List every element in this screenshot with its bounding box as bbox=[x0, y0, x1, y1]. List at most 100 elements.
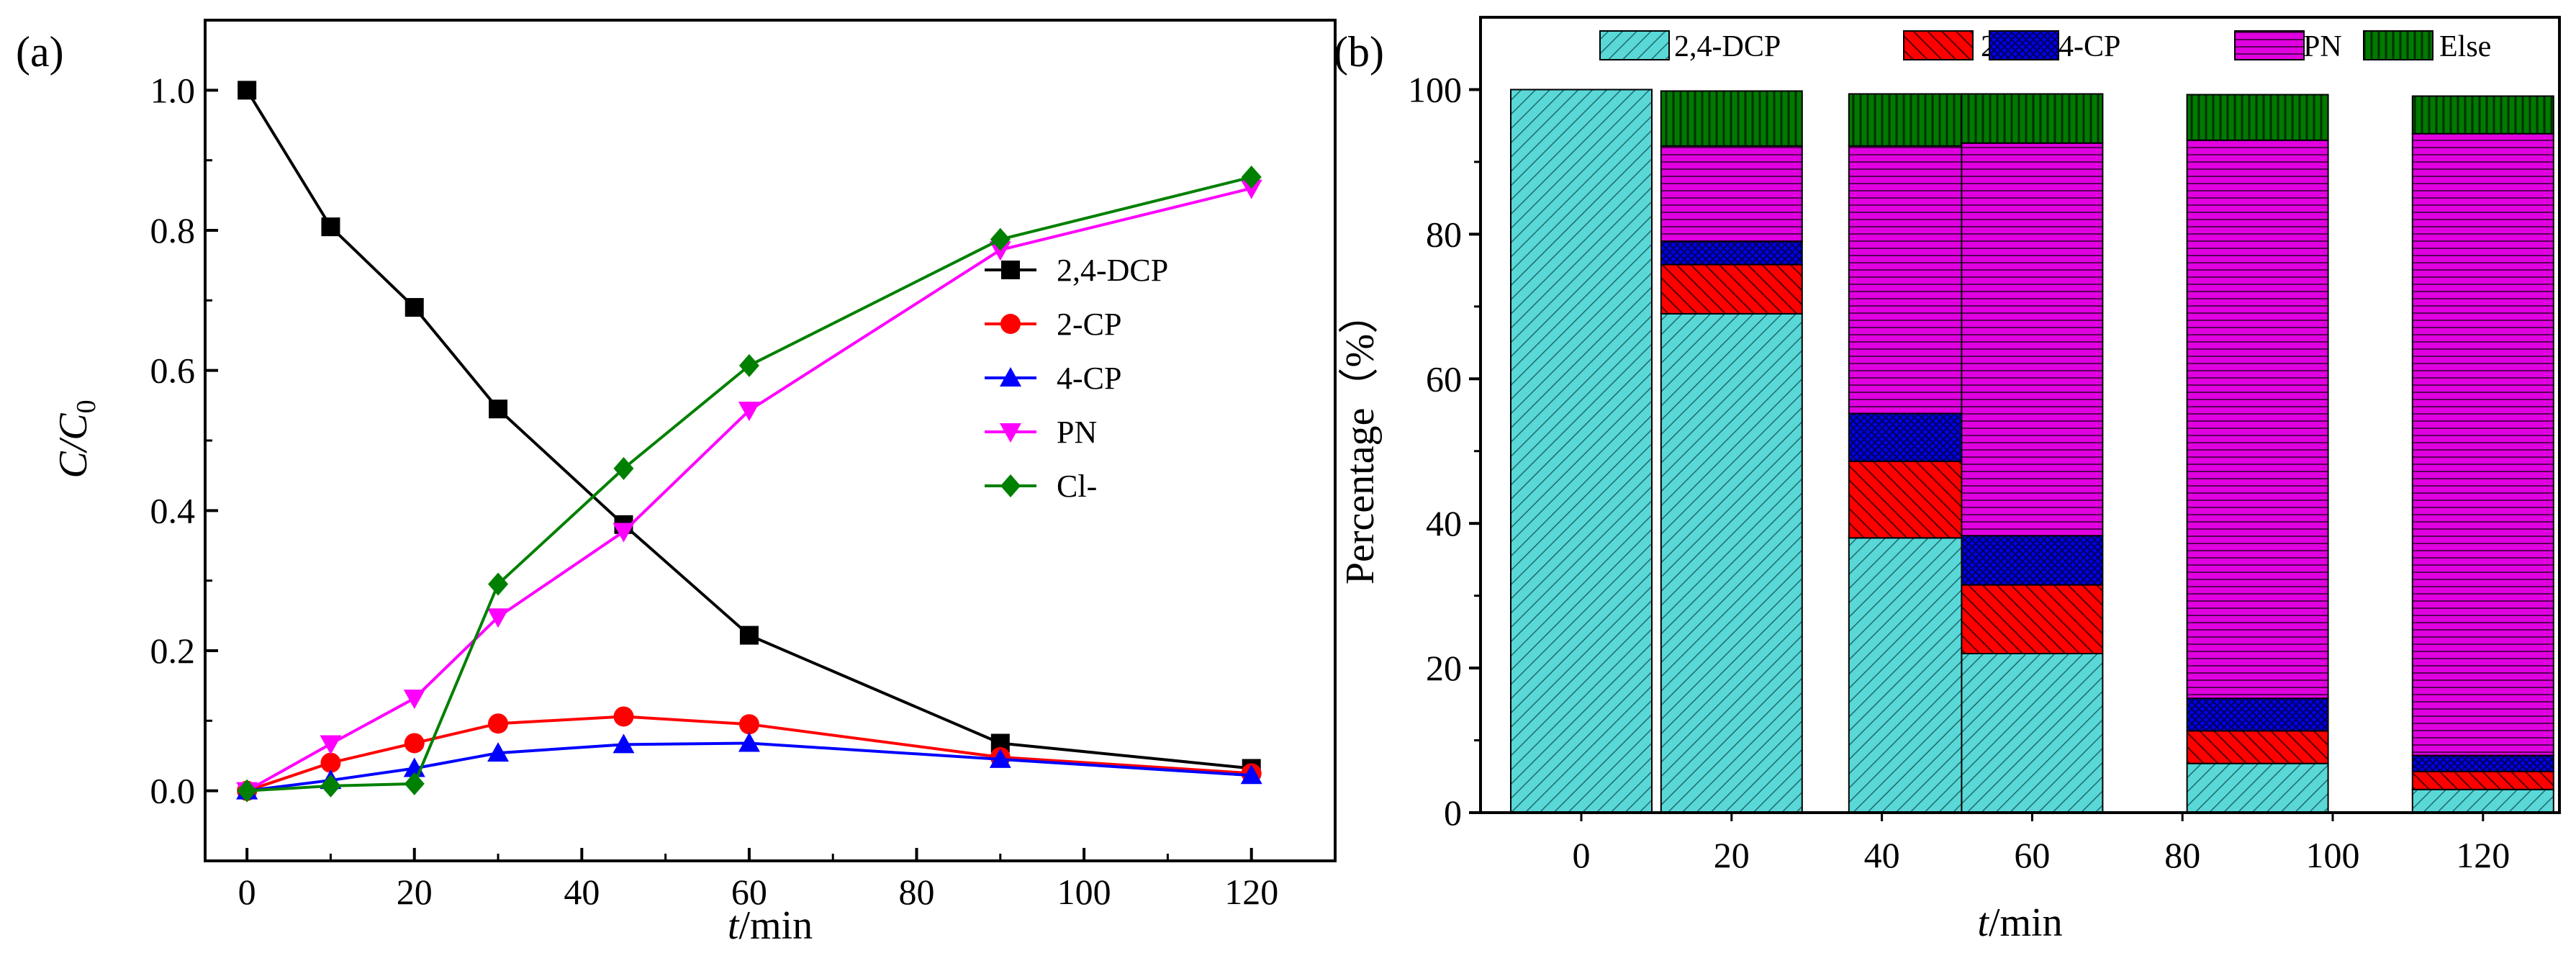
series-line-a bbox=[246, 741, 1252, 792]
bar-stack-b bbox=[1660, 90, 1803, 813]
data-point-a bbox=[487, 608, 510, 628]
x-tick-label-a: 40 bbox=[564, 872, 600, 912]
legend-label-b: PN bbox=[2303, 30, 2342, 63]
bar-segment-2,4-DCP bbox=[1961, 653, 2104, 813]
series-a-2,4-DCP bbox=[238, 81, 1261, 778]
x-tick-label-b: 40 bbox=[1864, 835, 1900, 875]
data-point-a bbox=[238, 81, 257, 100]
x-tick-label-a: 60 bbox=[731, 872, 767, 912]
series-line-a bbox=[245, 89, 1252, 770]
bar-segment-2-CP bbox=[2411, 770, 2554, 790]
data-point-a bbox=[487, 742, 510, 762]
data-point-a bbox=[613, 706, 634, 727]
y-tick-label-b: 60 bbox=[1426, 358, 1462, 399]
bar-segment-PN bbox=[1660, 145, 1803, 243]
bar-segment-PN bbox=[2411, 132, 2554, 756]
x-axis-title-b-rest: /min bbox=[1989, 900, 2063, 945]
bar-segment-2,4-DCP bbox=[1660, 312, 1803, 813]
data-point-a bbox=[990, 227, 1011, 251]
y-tick-label-a: 1.0 bbox=[150, 70, 196, 110]
y-tick-label-b: 100 bbox=[1408, 69, 1462, 109]
legend-swatch-b bbox=[2363, 30, 2433, 60]
x-tick-label-a: 80 bbox=[899, 872, 935, 912]
data-point-a bbox=[1240, 764, 1262, 785]
data-point-a bbox=[404, 772, 425, 795]
data-point-a bbox=[404, 733, 425, 754]
data-point-a bbox=[738, 402, 760, 422]
series-line-a bbox=[247, 176, 1252, 792]
y-axis-title-b: Percentage（%） bbox=[1338, 294, 1383, 584]
x-tick-label-b: 60 bbox=[2014, 835, 2050, 875]
legend-label-a: 2,4-DCP bbox=[1057, 253, 1168, 288]
data-point-a bbox=[320, 735, 342, 755]
chart-a: 0 20 40 60 80 100 120 0.0 0.2 0.4 0.6 0.8 1.0 t/min C/… bbox=[16, 19, 1337, 948]
legend-swatch-b bbox=[1599, 30, 1670, 60]
bar-segment-2,4-DCP bbox=[2411, 788, 2554, 813]
legend-marker-a bbox=[1000, 367, 1021, 387]
legend-swatch-b bbox=[1903, 30, 1974, 60]
legend-label-a: PN bbox=[1057, 415, 1097, 450]
bar-segment-PN bbox=[2186, 139, 2329, 700]
x-tick-label-b: 80 bbox=[2164, 835, 2200, 875]
panel-label-a: (a) bbox=[16, 28, 64, 76]
data-point-a bbox=[405, 298, 424, 317]
data-point-a bbox=[1240, 179, 1262, 199]
x-tick-label-b: 0 bbox=[1573, 835, 1591, 875]
x-tick-label-a: 0 bbox=[238, 872, 256, 912]
bar-segment-2-CP bbox=[1660, 263, 1803, 315]
y-tick-label-a: 0.8 bbox=[150, 210, 196, 250]
data-point-a bbox=[489, 399, 508, 419]
legend-label-b: 2,4-DCP bbox=[1674, 30, 1781, 63]
data-point-a bbox=[989, 241, 1011, 261]
data-point-a bbox=[989, 748, 1011, 768]
bar-segment-2,4-DCP bbox=[1510, 89, 1653, 814]
y-axis-title-a-italic: C/C bbox=[51, 413, 96, 479]
bar-stack-b bbox=[1961, 93, 2104, 813]
y-tick-label-a: 0.6 bbox=[150, 351, 196, 391]
legend-swatch-b bbox=[2234, 30, 2305, 60]
data-point-a bbox=[613, 523, 635, 543]
plot-frame-b bbox=[1479, 16, 2561, 814]
legend-a: 2,4-DCP 2-CP 4-CP PN Cl- bbox=[985, 253, 1168, 504]
x-tick-label-b: 20 bbox=[1714, 835, 1750, 875]
data-point-a bbox=[1241, 166, 1262, 189]
y-tick-label-b: 40 bbox=[1426, 503, 1462, 543]
x-axis-title-b-italic: t bbox=[1977, 900, 1989, 945]
data-point-a bbox=[738, 353, 759, 377]
x-tick-label-b: 120 bbox=[2456, 835, 2510, 875]
legend-marker-a bbox=[1000, 474, 1021, 497]
x-tick-label-b: 100 bbox=[2306, 835, 2360, 875]
series-line-a bbox=[246, 715, 1252, 792]
x-tick-label-a: 20 bbox=[397, 872, 433, 912]
data-point-a bbox=[613, 456, 634, 480]
x-axis-title-a-italic: t bbox=[728, 903, 740, 948]
x-axis-title-a: t/min bbox=[728, 903, 813, 948]
bar-segment-Else bbox=[2411, 95, 2554, 135]
series-line-a bbox=[246, 186, 1252, 792]
legend-label-a: 2-CP bbox=[1057, 307, 1121, 342]
series-a-4-CP bbox=[236, 732, 1262, 800]
data-point-a bbox=[237, 779, 258, 803]
bar-stack-b bbox=[1510, 89, 1653, 814]
data-point-a bbox=[488, 572, 509, 596]
legend-label-b: Else bbox=[2439, 30, 2491, 63]
x-axis-title-b: t/min bbox=[1977, 900, 2062, 945]
y-tick-label-b: 20 bbox=[1426, 648, 1462, 688]
y-axis-title-a: C/C0 bbox=[51, 399, 101, 478]
y-tick-label-b: 0 bbox=[1444, 792, 1462, 833]
bar-segment-2-CP bbox=[1961, 584, 2104, 654]
legend-marker-a bbox=[1000, 314, 1021, 334]
y-tick-label-b: 80 bbox=[1426, 214, 1462, 254]
data-point-a bbox=[320, 774, 341, 798]
y-tick-label-a: 0.2 bbox=[150, 631, 196, 671]
bar-segment-4-CP bbox=[1961, 535, 2104, 586]
legend-swatch-b bbox=[1989, 30, 2059, 60]
series-a-Cl- bbox=[237, 166, 1262, 803]
bar-stack-b bbox=[2186, 94, 2329, 814]
plot-frame-a bbox=[204, 19, 1337, 862]
y-tick-label-a: 0.0 bbox=[150, 771, 196, 811]
bar-segment-4-CP bbox=[1660, 240, 1803, 266]
x-axis-title-a-rest: /min bbox=[738, 903, 813, 948]
bar-segment-PN bbox=[1961, 142, 2104, 537]
